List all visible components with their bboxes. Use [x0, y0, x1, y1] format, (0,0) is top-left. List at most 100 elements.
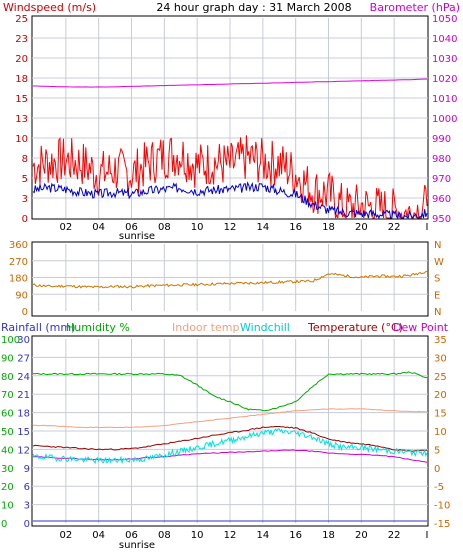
- wind-tick-label: 5: [22, 174, 28, 185]
- x-tick-label: 16: [289, 222, 302, 233]
- x-tick-label: 14: [256, 222, 269, 233]
- x-tick-label: 04: [92, 222, 105, 233]
- legend-indoor-temp: Indoor temp: [172, 321, 239, 334]
- x-tick-label: 14: [256, 530, 269, 541]
- rain-tick-label: 3: [24, 501, 30, 512]
- x-tick-label: 06: [125, 222, 138, 233]
- temperature-tick-label: -5: [434, 482, 444, 493]
- direction-panel-grid: [32, 244, 428, 311]
- wind-axis-label: Windspeed (m/s): [3, 1, 96, 14]
- direction-degree-label: 90: [15, 290, 28, 301]
- x-tick-label: I: [426, 222, 429, 233]
- wind-direction-line: [32, 270, 428, 289]
- x-tick-label: 22: [388, 222, 401, 233]
- rain-tick-label: 0: [24, 519, 30, 530]
- temperature-ticks: 35 30 25 20 15 10 5 0 -5 -10 -15: [434, 335, 450, 530]
- humidity-tick-label: 10: [1, 501, 14, 512]
- temperature-line: [32, 426, 428, 452]
- direction-compass-label: W: [434, 257, 444, 268]
- baro-tick-label: 990: [432, 134, 451, 145]
- x-tick-label: 10: [191, 530, 204, 541]
- baro-axis-label: Barometer (hPa): [370, 1, 460, 14]
- x-tick-label: 16: [289, 530, 302, 541]
- temperature-tick-label: 5: [434, 445, 440, 456]
- x-tick-label: 20: [355, 222, 368, 233]
- wind-gust-line: [32, 135, 428, 220]
- wind-average-line: [32, 181, 428, 220]
- sunrise-label: sunrise: [119, 231, 155, 242]
- x-tick-label: 02: [59, 222, 72, 233]
- direction-compass-label: N: [434, 307, 441, 318]
- x-tick-label: 08: [158, 222, 171, 233]
- direction-degree-label: 270: [9, 257, 28, 268]
- wind-tick-label: 13: [15, 114, 28, 125]
- x-tick-label: 08: [158, 530, 171, 541]
- baro-tick-label: 960: [432, 194, 451, 205]
- baro-tick-label: 950: [432, 214, 451, 225]
- wind-tick-label: 3: [22, 194, 28, 205]
- humidity-tick-label: 40: [1, 445, 14, 456]
- wind-tick-label: 18: [15, 74, 28, 85]
- humidity-tick-label: 100: [1, 335, 20, 346]
- sunrise-label-bottom: sunrise: [119, 540, 155, 551]
- x-tick-label: 18: [322, 222, 335, 233]
- direction-degree-label: 180: [9, 274, 28, 285]
- rain-tick-label: 6: [24, 482, 30, 493]
- baro-tick-label: 1040: [432, 34, 457, 45]
- rain-tick-label: 30: [17, 335, 30, 346]
- humidity-tick-label: 80: [1, 372, 14, 383]
- rain-tick-label: 27: [17, 353, 30, 364]
- legend-humidity: Humidity %: [66, 321, 130, 334]
- temperature-tick-label: 20: [434, 390, 447, 401]
- rain-tick-label: 24: [17, 372, 30, 383]
- windchill-line: [32, 428, 428, 465]
- x-tick-label: 10: [191, 222, 204, 233]
- humidity-tick-label: 50: [1, 427, 14, 438]
- graph-title: 24 hour graph day : 31 March 2008: [156, 1, 351, 14]
- x-tick-label: 12: [224, 222, 237, 233]
- rain-tick-label: 9: [24, 464, 30, 475]
- baro-tick-label: 1030: [432, 54, 457, 65]
- wind-tick-label: 20: [15, 54, 28, 65]
- x-tick-label: 20: [355, 530, 368, 541]
- direction-degree-label: 360: [9, 240, 28, 251]
- baro-tick-label: 1050: [432, 14, 457, 25]
- legend-dew-point: Dew Point: [393, 321, 449, 334]
- baro-ticks: 1050 1040 1030 1020 1010 1000 990 980 970 960 950: [432, 14, 457, 225]
- wind-tick-label: 23: [15, 34, 28, 45]
- wind-ticks: 25 23 20 18 15 13 10 8 5 3 0: [15, 14, 28, 225]
- temperature-tick-label: 15: [434, 409, 447, 420]
- direction-degree-ticks: 360 270 180 90 0: [9, 240, 28, 318]
- direction-compass-label: E: [434, 290, 440, 301]
- wind-x-ticks: 02 04 06 08 10 12 14 16 18 20 22 I: [59, 222, 428, 233]
- x-tick-label: 02: [59, 530, 72, 541]
- direction-compass-label: S: [434, 274, 440, 285]
- temperature-panel-grid: [32, 339, 428, 523]
- humidity-tick-label: 90: [1, 353, 14, 364]
- legend-temperature: Temperature (°C): [307, 321, 403, 334]
- humidity-tick-label: 0: [1, 519, 7, 530]
- direction-degree-label: 0: [22, 307, 28, 318]
- temperature-tick-label: 10: [434, 427, 447, 438]
- baro-tick-label: 1000: [432, 114, 457, 125]
- wind-tick-label: 15: [15, 94, 28, 105]
- temperature-tick-label: -15: [434, 519, 450, 530]
- wind-tick-label: 25: [15, 14, 28, 25]
- humidity-tick-label: 70: [1, 390, 14, 401]
- x-tick-label: 18: [322, 530, 335, 541]
- baro-tick-label: 980: [432, 154, 451, 165]
- wind-tick-label: 8: [22, 154, 28, 165]
- legend-windchill: Windchill: [240, 321, 290, 334]
- barometer-line: [33, 78, 428, 88]
- indoor-temp-line: [32, 408, 428, 429]
- humidity-tick-label: 30: [1, 464, 14, 475]
- x-tick-label: 04: [92, 530, 105, 541]
- x-tick-label: I: [426, 530, 429, 541]
